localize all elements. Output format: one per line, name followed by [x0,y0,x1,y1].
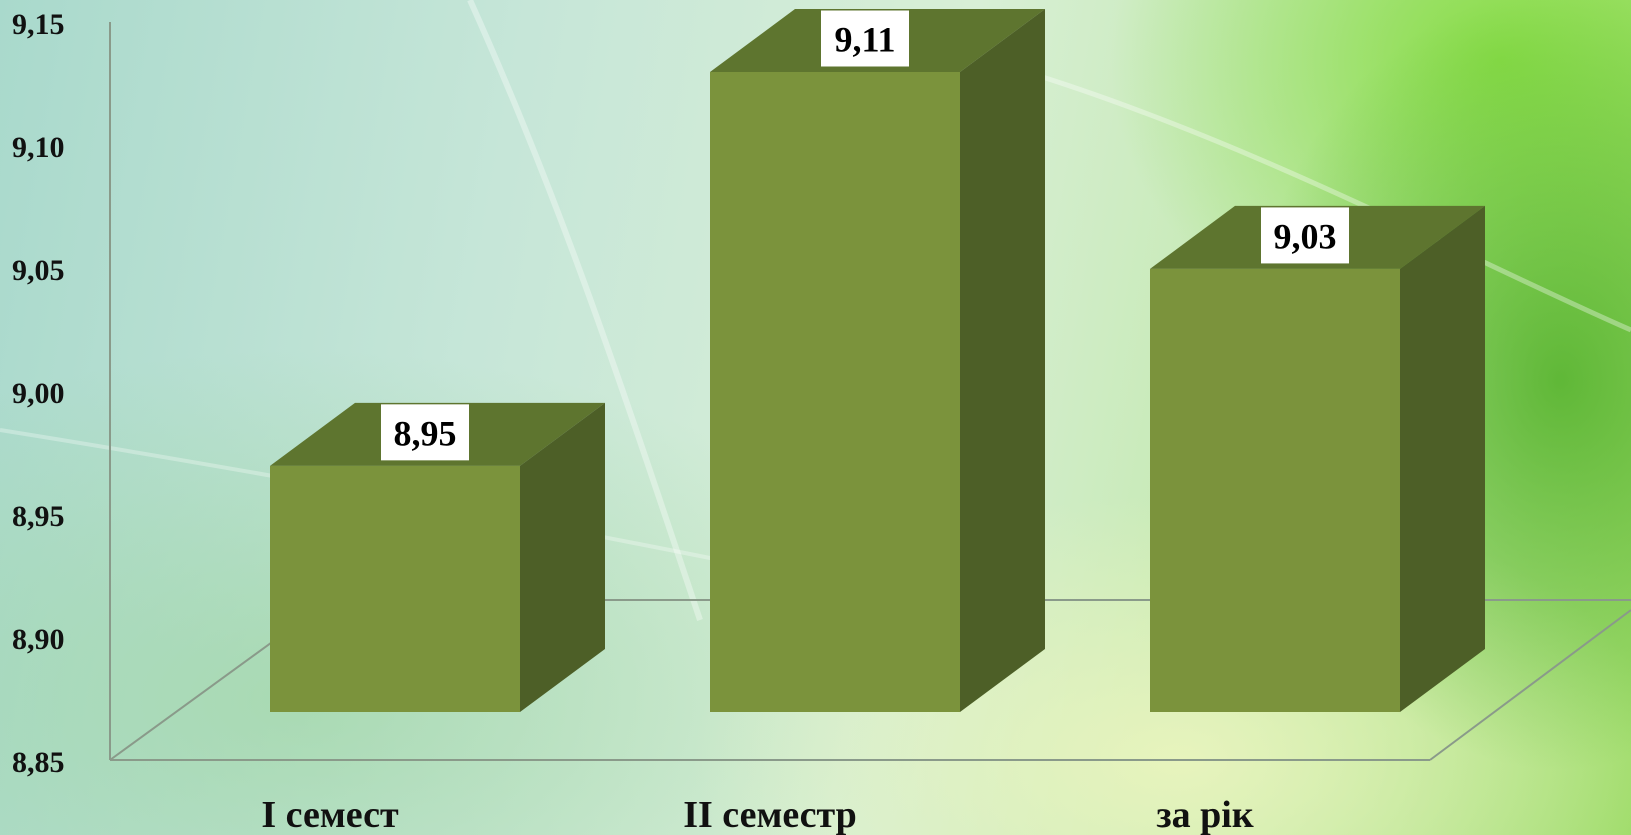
bar [710,9,1045,712]
data-label-box [821,10,909,67]
y-tick-label: 8,90 [12,623,65,656]
bar-side-face [1400,205,1485,712]
y-tick-label: 8,85 [12,746,65,779]
y-tick-label: 9,05 [12,254,65,287]
y-axis-ticks: 8,85 8,90 8,95 9,00 9,05 9,10 9,15 [12,8,65,779]
x-category-label: II семестр [683,794,857,835]
bar [1150,205,1485,712]
bar-side-face [520,402,605,712]
data-label-text: 8,95 [394,413,457,453]
x-category-label: за рік [1156,794,1253,835]
data-label-text: 9,03 [1274,216,1337,256]
x-category-label: I семест [261,794,399,835]
data-label: 9,03 [1261,207,1349,264]
data-label-box [381,404,469,461]
data-label-text: 9,11 [834,20,895,60]
data-label-box [1261,207,1349,264]
bar [270,402,605,712]
y-tick-label: 9,00 [12,377,65,410]
x-axis-labels: I семест II семестр за рік [261,794,1253,835]
floor-right-edge [1429,609,1631,761]
y-tick-label: 8,95 [12,500,65,533]
bar-side-face [960,9,1045,712]
bar-front-face [710,72,960,712]
bars-group: 8,95 9,11 9,03 [270,9,1485,712]
bar-front-face [270,465,520,712]
y-tick-label: 9,10 [12,131,65,164]
bar-front-face [1150,268,1400,712]
data-label: 9,11 [821,10,909,67]
data-label: 8,95 [381,404,469,461]
y-tick-label: 9,15 [12,8,65,41]
